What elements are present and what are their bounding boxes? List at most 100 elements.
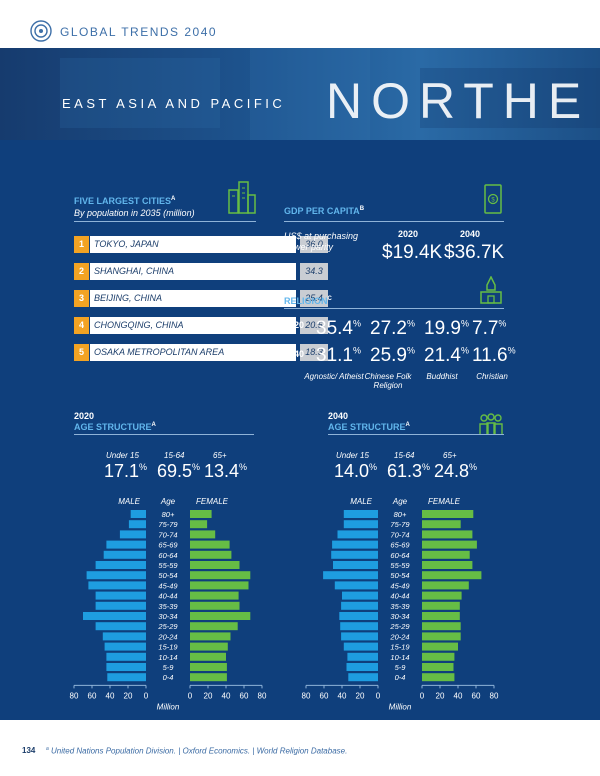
age-group-label: 25-29	[389, 622, 410, 631]
gdp-value-2020: $19.4K	[382, 242, 443, 263]
people-icon	[479, 413, 503, 435]
female-bar	[190, 612, 251, 620]
male-bar	[95, 601, 146, 610]
city-name: OSAKA METROPOLITAN AREA	[90, 344, 296, 361]
x-tick-label: 80	[258, 691, 267, 700]
city-rank: 1	[74, 236, 89, 253]
x-tick-label: 60	[472, 691, 481, 700]
religion-year-2040: 2040	[284, 349, 305, 359]
male-header: MALE	[118, 497, 140, 506]
age-group-label: 75-79	[390, 520, 410, 529]
age-group-label: 50-54	[390, 571, 409, 580]
x-axis-title: Million	[157, 702, 180, 711]
subregion-title: NORTHE	[326, 73, 591, 129]
religion-label: Agnostic/ Atheist	[304, 372, 364, 381]
female-bar	[190, 632, 231, 641]
female-bar	[190, 622, 238, 631]
religion-year-2020: 2020	[284, 320, 305, 330]
male-bar	[348, 673, 378, 682]
age-group-label: 30-34	[390, 612, 409, 621]
male-bar	[86, 571, 146, 580]
age-share-under15: 14.0%	[334, 461, 378, 481]
religion-label: Chinese Folk Religion	[364, 372, 412, 390]
age-rule-2040	[328, 434, 504, 435]
gdp-rule	[284, 221, 504, 222]
age-label-under15: Under 15	[106, 451, 139, 460]
age-group-label: 0-4	[395, 673, 406, 682]
male-bar	[103, 550, 146, 559]
header	[0, 0, 600, 48]
gdp-year-2040: 2040	[460, 229, 481, 239]
age-group-label: 60-64	[158, 551, 177, 560]
male-bar	[95, 591, 146, 600]
male-bar	[334, 581, 378, 590]
male-bar	[341, 632, 378, 641]
x-tick-label: 60	[320, 691, 329, 700]
city-buildings-icon	[228, 181, 256, 214]
male-bar	[333, 561, 378, 569]
religion-label: Buddhist	[426, 372, 458, 381]
female-bar	[190, 550, 232, 559]
male-bar	[331, 550, 378, 559]
age-share-under15: 17.1%	[104, 461, 148, 481]
age-group-label: 20-24	[157, 632, 177, 641]
banner-texture	[60, 48, 600, 140]
male-bar	[343, 642, 378, 651]
age-group-label: 10-14	[158, 653, 177, 662]
age-group-label: 45-49	[158, 581, 178, 590]
female-bar	[422, 632, 461, 641]
male-bar	[104, 642, 146, 651]
male-bar	[341, 601, 378, 610]
religion-title: RELIGIONc	[284, 296, 332, 306]
x-tick-label: 60	[88, 691, 97, 700]
female-bar	[190, 642, 228, 651]
female-bar	[422, 663, 454, 671]
female-bar	[422, 510, 474, 518]
female-header: FEMALE	[428, 497, 461, 506]
female-bar	[422, 673, 455, 682]
x-tick-label: 0	[188, 691, 193, 700]
religion-rule	[284, 308, 504, 309]
age-group-label: 40-44	[158, 592, 177, 601]
x-tick-label: 40	[454, 691, 463, 700]
age-label-65plus: 65+	[443, 451, 457, 460]
x-tick-label: 0	[420, 691, 425, 700]
female-bar	[422, 612, 460, 620]
age-title-2020: AGE STRUCTUREa	[74, 422, 156, 432]
female-bar	[422, 601, 460, 610]
age-share-15-64: 69.5%	[157, 461, 201, 481]
male-bar	[106, 540, 146, 549]
female-bar	[190, 561, 240, 569]
female-bar	[190, 581, 249, 590]
gdp-title: GDP PER CAPITAb	[284, 206, 365, 216]
x-tick-label: 80	[490, 691, 499, 700]
footer-sources: a United Nations Population Division. | …	[46, 746, 348, 756]
city-value: 36.0	[300, 236, 328, 253]
religion-value: 31.1%	[316, 345, 361, 366]
age-group-label: 5-9	[163, 663, 175, 672]
religion-value: 11.6%	[472, 345, 516, 366]
city-value: 20.5	[300, 317, 328, 334]
age-share-65plus: 13.4%	[204, 461, 248, 481]
region-title: EAST ASIA AND PACIFIC	[62, 96, 286, 111]
age-group-label: 60-64	[390, 551, 409, 560]
male-bar	[106, 652, 146, 661]
female-bar	[422, 622, 461, 631]
male-bar	[107, 673, 146, 682]
female-bar	[190, 591, 239, 600]
x-tick-label: 20	[436, 691, 445, 700]
male-bar	[337, 530, 378, 539]
female-bar	[422, 550, 470, 559]
male-bar	[83, 612, 146, 620]
age-group-label: 70-74	[390, 530, 409, 539]
male-bar	[119, 530, 146, 539]
age-group-label: 10-14	[390, 653, 409, 662]
x-tick-label: 80	[302, 691, 311, 700]
city-rank: 4	[74, 317, 89, 334]
female-bar	[190, 510, 212, 518]
religion-value: 7.7%	[472, 318, 507, 339]
age-share-15-64: 61.3%	[387, 461, 431, 481]
cities-subtitle: By population in 2035 (million)	[74, 208, 195, 218]
female-bar	[190, 530, 216, 539]
